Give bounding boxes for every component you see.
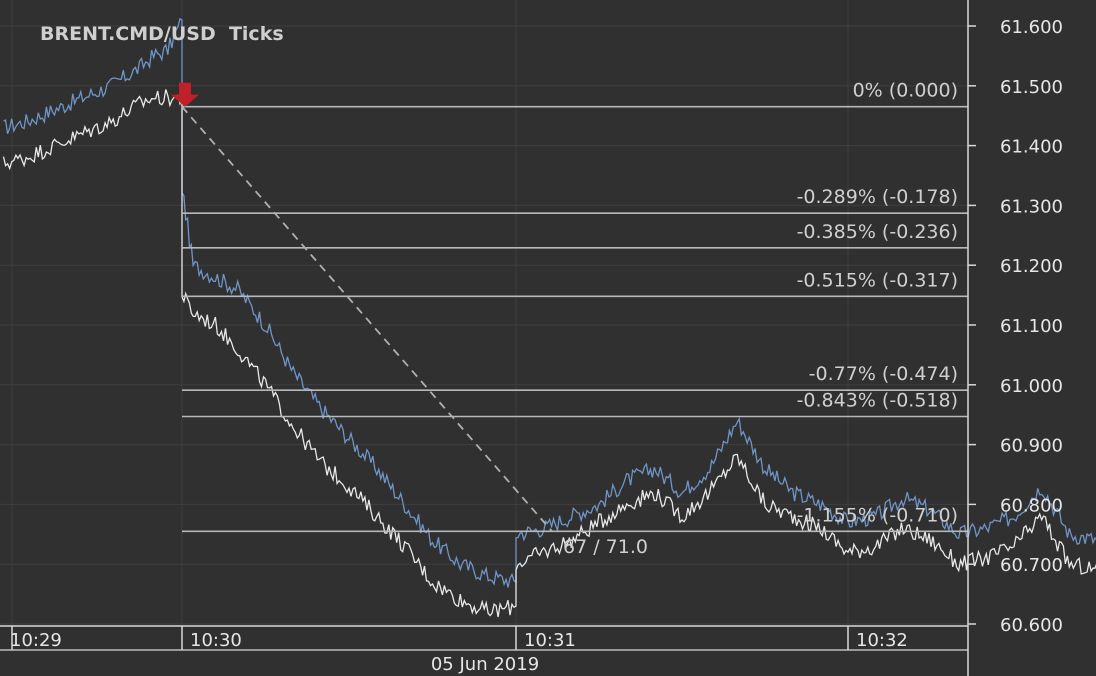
down-arrow-icon (171, 82, 199, 107)
y-tick-label: 61.200 (1000, 256, 1063, 277)
fib-level-label: -0.843% (-0.518) (797, 389, 958, 411)
fib-level-label: -0.385% (-0.236) (797, 221, 958, 243)
fib-level-label: -0.289% (-0.178) (797, 186, 958, 208)
x-tick-label: 10:30 (190, 630, 242, 651)
y-tick-label: 61.300 (1000, 196, 1063, 217)
series-layer (2, 17, 1096, 618)
series-line-1 (3, 17, 1096, 588)
y-tick-label: 61.600 (1000, 17, 1063, 38)
marker-layer (171, 82, 199, 107)
y-tick-label: 61.100 (1000, 316, 1063, 337)
date-label: 05 Jun 2019 (431, 654, 539, 675)
y-tick-label: 60.600 (1000, 615, 1063, 636)
grid-lines (0, 0, 968, 626)
chart-title: BRENT.CMD/USD Ticks (40, 23, 284, 45)
x-tick-label: 10:31 (524, 630, 576, 651)
y-tick-label: 60.900 (1000, 436, 1063, 457)
fibonacci-levels: 0% (0.000) -0.289% (-0.178) -0.385% (-0.23… (182, 80, 968, 533)
y-tick-label: 60.800 (1000, 495, 1063, 516)
chart-annotation: 67 / 71.0 (563, 536, 648, 558)
y-axis-ticks: 61.600 61.500 61.400 61.300 61.200 61.100 61.0… (968, 17, 1063, 636)
x-tick-label: 10:32 (856, 630, 908, 651)
trend-line-layer (181, 106, 553, 532)
y-tick-label: 61.400 (1000, 137, 1063, 158)
trend-line (181, 106, 553, 532)
fib-level-label: -1.155% (-0.710) (797, 504, 958, 526)
y-tick-label: 61.500 (1000, 77, 1063, 98)
fib-level-label: -0.77% (-0.474) (809, 363, 958, 385)
y-tick-label: 61.000 (1000, 376, 1063, 397)
fib-level-label: -0.515% (-0.317) (797, 269, 958, 291)
y-tick-label: 60.700 (1000, 555, 1063, 576)
x-tick-label: 10:29 (10, 630, 62, 651)
axes-layer (0, 0, 969, 676)
fib-level-label: 0% (0.000) (853, 80, 958, 102)
x-axis-ticks: 10:29 10:30 10:31 10:32 (10, 626, 908, 651)
series-line-2 (2, 89, 1096, 618)
